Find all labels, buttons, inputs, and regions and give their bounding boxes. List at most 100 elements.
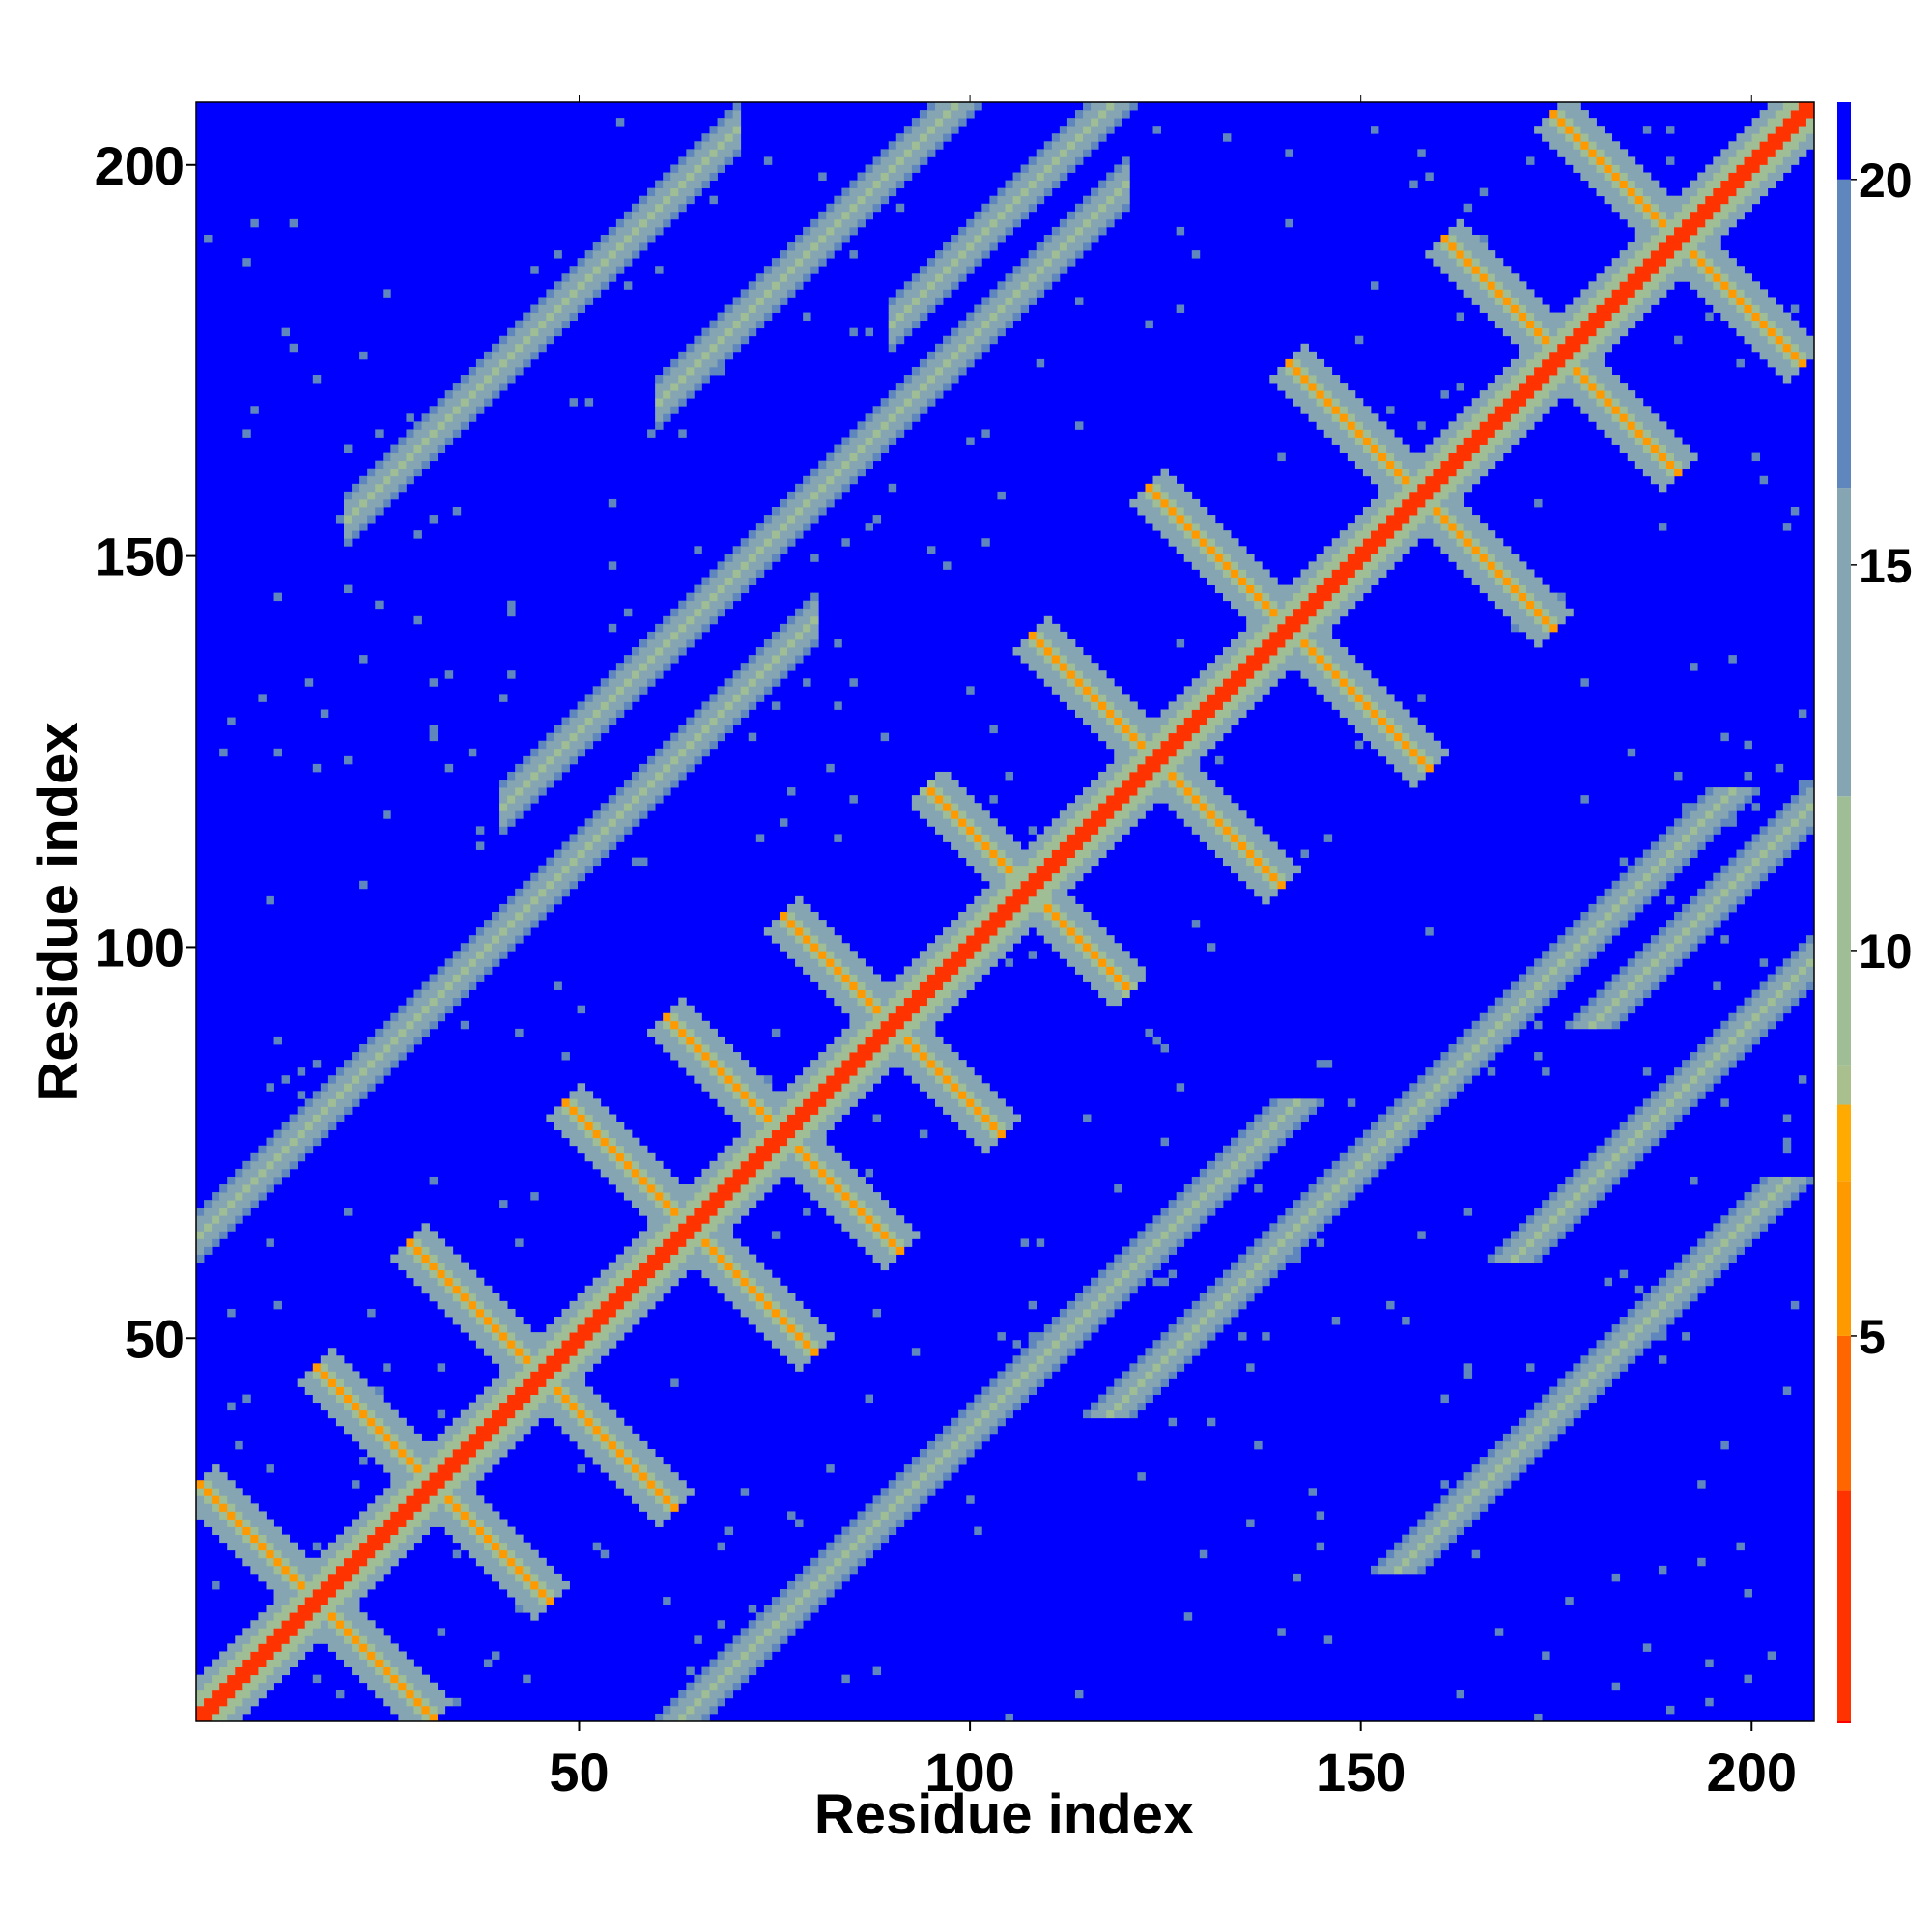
heatmap-cell (281, 1557, 291, 1567)
heatmap-cell (375, 1526, 399, 1536)
heatmap-cell (538, 327, 554, 337)
heatmap-cell (352, 1075, 360, 1084)
heatmap-cell (1440, 460, 1465, 469)
heatmap-cell (398, 1713, 422, 1722)
heatmap-cell (483, 1519, 508, 1527)
heatmap-cell (1394, 530, 1410, 539)
heatmap-cell (1611, 1005, 1629, 1014)
heatmap-cell (647, 429, 656, 438)
heatmap-cell (515, 1355, 524, 1364)
heatmap-cell (227, 1503, 236, 1512)
heatmap-cell (1323, 546, 1341, 554)
heatmap-cell (413, 1457, 422, 1465)
heatmap-cell (1448, 1488, 1457, 1496)
heatmap-cell (1262, 1254, 1270, 1263)
heatmap-cell (1308, 631, 1333, 640)
heatmap-cell (841, 1060, 866, 1068)
heatmap-cell (1705, 795, 1721, 804)
heatmap-cell (655, 1246, 679, 1255)
heatmap-cell (1557, 966, 1574, 975)
heatmap-cell (1744, 312, 1752, 322)
heatmap-cell (686, 366, 695, 376)
heatmap-cell (647, 1176, 656, 1185)
heatmap-cell (483, 1440, 500, 1450)
heatmap-cell (212, 1215, 220, 1224)
heatmap-cell (1479, 421, 1504, 430)
heatmap-cell (803, 1332, 811, 1341)
heatmap-cell (615, 709, 625, 718)
heatmap-cell (1238, 577, 1247, 585)
heatmap-cell (492, 1317, 500, 1325)
heatmap-cell (546, 903, 554, 913)
heatmap-cell (834, 1106, 850, 1115)
heatmap-cell (1402, 724, 1426, 734)
heatmap-cell (1596, 398, 1605, 407)
heatmap-cell (327, 1643, 353, 1652)
heatmap-cell (1417, 748, 1426, 757)
heatmap-cell (810, 515, 819, 524)
heatmap-cell (834, 1176, 842, 1185)
heatmap-cell (694, 546, 702, 554)
heatmap-cell (1518, 366, 1535, 376)
heatmap-cell (1713, 903, 1729, 913)
heatmap-cell (1012, 1378, 1021, 1387)
heatmap-cell (1091, 1308, 1107, 1318)
heatmap-cell (375, 1386, 384, 1395)
heatmap-cell (1634, 974, 1644, 982)
heatmap-cell (1720, 888, 1729, 897)
heatmap-cell (826, 1075, 850, 1084)
heatmap-cell (320, 1106, 329, 1115)
heatmap-cell (273, 1651, 291, 1660)
heatmap-cell (1782, 803, 1792, 811)
heatmap-cell (577, 748, 586, 757)
heatmap-cell (1207, 1192, 1224, 1201)
heatmap-cell (584, 1355, 602, 1364)
heatmap-cell (997, 857, 1006, 867)
heatmap-cell (1176, 1340, 1185, 1349)
heatmap-cell (242, 1519, 251, 1527)
heatmap-cell (1736, 1208, 1752, 1216)
heatmap-cell (523, 787, 539, 796)
heatmap-cell (406, 1534, 422, 1544)
heatmap-cell (1619, 989, 1629, 999)
heatmap-cell (755, 647, 765, 656)
heatmap-cell (1720, 1052, 1737, 1061)
heatmap-cell (1634, 1348, 1644, 1356)
heatmap-cell (834, 1067, 858, 1076)
heatmap-cell (584, 1425, 594, 1435)
heatmap-cell (523, 1402, 539, 1411)
heatmap-cell (1604, 920, 1621, 928)
heatmap-cell (475, 1464, 493, 1473)
heatmap-cell (344, 1386, 353, 1395)
heatmap-cell (383, 1028, 399, 1037)
heatmap-cell (911, 398, 928, 407)
heatmap-cell (413, 1488, 439, 1496)
heatmap-cell (935, 1440, 952, 1450)
heatmap-cell (810, 1114, 827, 1122)
heatmap-cell (701, 577, 710, 585)
heatmap-cell (1354, 694, 1364, 702)
heatmap-cell (515, 1371, 531, 1379)
heatmap-cell (1378, 452, 1387, 462)
heatmap-cell (1262, 872, 1270, 882)
heatmap-cell (1494, 1020, 1504, 1030)
heatmap-cell (639, 663, 648, 671)
heatmap-cell (1588, 366, 1613, 376)
heatmap-cell (398, 1526, 414, 1536)
heatmap-cell (1246, 880, 1270, 890)
heatmap-cell (383, 460, 399, 469)
heatmap-cell (584, 1448, 610, 1458)
heatmap-cell (1782, 1145, 1792, 1154)
heatmap-cell (631, 1472, 640, 1481)
heatmap-cell (577, 1363, 594, 1372)
heatmap-cell (344, 1659, 368, 1667)
heatmap-cell (818, 1122, 835, 1131)
heatmap-cell (686, 748, 702, 757)
heatmap-cell (1020, 1371, 1030, 1379)
heatmap-cell (919, 1060, 928, 1068)
heatmap-cell (911, 1503, 921, 1512)
heatmap-cell (1518, 1005, 1535, 1014)
heatmap-cell (367, 1043, 384, 1053)
heatmap-cell (1238, 1254, 1247, 1263)
heatmap-cell (647, 1238, 664, 1247)
